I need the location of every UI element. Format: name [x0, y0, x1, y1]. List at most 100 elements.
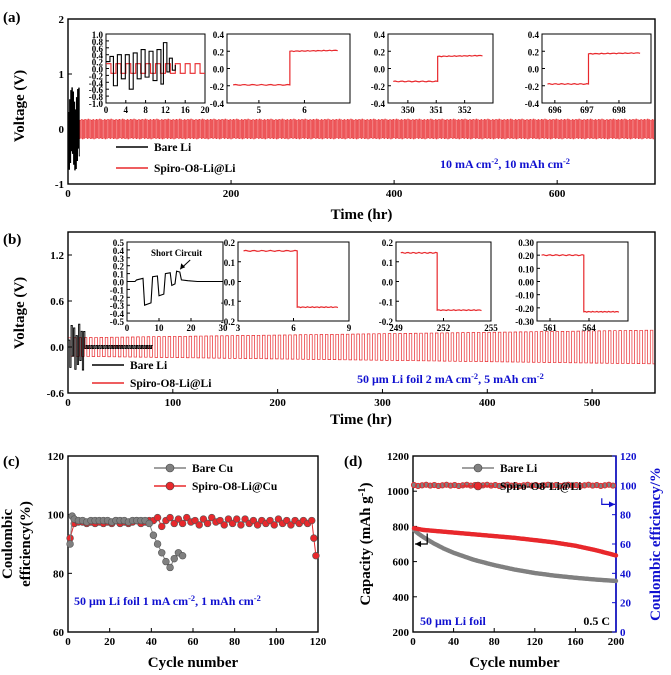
- c-point-gray: [158, 549, 166, 557]
- a-inset-y-tick-label: 0.4: [92, 51, 104, 61]
- a-inset-bg: [388, 34, 493, 103]
- c-point-red: [233, 515, 241, 523]
- b-inset-y-tick-label: 0.1: [113, 270, 125, 280]
- d-ce-point-red: [508, 482, 515, 489]
- d-ce-point-red: [419, 482, 426, 489]
- a-inset-y-tick-label: 0.4: [374, 30, 386, 40]
- c-y-axis-title-2: efficiency(%): [18, 501, 34, 587]
- c-point-red: [195, 521, 203, 529]
- d-ce-point-red: [528, 482, 535, 489]
- b-inset-y-tick-label: 0.30: [518, 238, 534, 248]
- b-y-tick-label: 0.6: [50, 296, 64, 308]
- a-inset-x-tick-label: 696: [548, 105, 562, 115]
- b-conditions: 50 μm Li foil 2 mA cm-2, 5 mAh cm-2: [357, 372, 544, 387]
- d-rate: 0.5 C: [583, 614, 610, 628]
- b-inset-y-tick-label: -0.30: [515, 317, 534, 327]
- b-inset-x-tick-label: 255: [484, 323, 498, 333]
- a-inset-y-tick-label: 0.8: [92, 37, 104, 47]
- d-ce-point-red: [581, 482, 588, 489]
- a-inset-bg: [227, 34, 350, 103]
- short-circuit-arrowhead: [180, 263, 186, 270]
- d-ce-point-red: [447, 482, 454, 489]
- a-x-tick-label: 200: [223, 188, 240, 200]
- d-ce-point-red: [435, 482, 442, 489]
- d-ce-point-red: [451, 481, 458, 489]
- d-ce-point-red: [504, 481, 511, 488]
- b-x-axis-title: Time (hr): [330, 412, 392, 428]
- b-inset-3: 249 252 255 -0.2 -0.1 0.0 0.1 0.2: [379, 238, 499, 333]
- a-inset-x-tick-label: 6: [302, 105, 307, 115]
- panel-label-a: (a): [3, 10, 21, 26]
- b-inset-y-tick-label: 0.20: [518, 251, 534, 261]
- d-ce-point-red: [561, 482, 568, 489]
- d-right-tick-label: 40: [620, 568, 632, 580]
- a-inset-y-tick-label: 0.6: [92, 44, 104, 54]
- panel-d: (d) 0 40 80 120 160 200 200 400 600 800 1000 1200 0 20…: [344, 451, 664, 671]
- a-inset-y-tick-label: -0.4: [89, 78, 104, 88]
- d-legend-spiro-marker: [473, 481, 483, 491]
- d-left-arrowhead: [415, 541, 422, 547]
- d-conditions: 50 μm Li foil: [420, 614, 486, 628]
- b-inset-y-tick-label: -0.4: [110, 309, 125, 319]
- c-x-axis-title: Cycle number: [148, 655, 239, 671]
- c-y-tick-label: 60: [53, 627, 65, 639]
- d-ce-point-red: [512, 481, 519, 489]
- a-inset-bg: [542, 34, 651, 103]
- a-y-tick-label: 0: [59, 124, 65, 136]
- d-ce-point-red: [532, 481, 539, 489]
- d-ce-point-red: [520, 482, 527, 489]
- c-legend-spiro-label: Spiro-O8-Li@Cu: [192, 481, 278, 493]
- c-legend-bare-cu-marker: [165, 463, 175, 473]
- d-right-tick-label: 20: [620, 598, 632, 610]
- a-inset-y-tick-label: -0.2: [210, 82, 225, 92]
- b-inset-x-tick-label: 9: [347, 323, 352, 333]
- a-inset-y-tick-label: 0.2: [213, 47, 225, 57]
- d-ce-point-red: [605, 481, 612, 488]
- b-x-tick-label: 200: [269, 397, 286, 409]
- a-inset-y-tick-label: -0.2: [89, 71, 104, 81]
- a-inset-x-tick-label: 12: [161, 105, 171, 115]
- a-inset-y-tick-label: 0.2: [528, 47, 540, 57]
- a-inset-x-tick-label: 8: [143, 105, 148, 115]
- panel-label-d: (d): [344, 454, 362, 470]
- c-point-gray: [149, 531, 158, 539]
- b-series-spiro-o8-li-li: [68, 329, 655, 365]
- b-inset-y-tick-label: -0.10: [515, 291, 534, 301]
- c-point-red: [158, 522, 166, 531]
- d-ce-point-red: [492, 481, 499, 489]
- b-inset-y-tick-label: -0.2: [221, 317, 236, 327]
- d-ce-point-red: [415, 482, 422, 489]
- a-inset-red-trace: [106, 63, 205, 74]
- b-inset-2: 3 6 9 -0.2 -0.1 0.0 0.1 0.2: [221, 238, 352, 333]
- a-inset-x-tick-label: 5: [257, 105, 262, 115]
- d-ce-point-red: [585, 481, 592, 488]
- b-inset-x-tick-label: 6: [291, 323, 296, 333]
- c-x-tick-label: 120: [310, 636, 327, 648]
- a-inset-x-tick-label: 350: [401, 105, 415, 115]
- b-inset-y-tick-label: 0.1: [382, 258, 394, 268]
- c-x-tick-label: 100: [268, 636, 285, 648]
- d-ce-point-red: [597, 482, 604, 489]
- d-y-tick-label: 600: [393, 557, 410, 569]
- a-inset-x-tick-label: 698: [612, 105, 626, 115]
- d-x-axis-title: Cycle number: [469, 655, 560, 671]
- b-y-tick-label: 0.0: [50, 342, 64, 354]
- b-y-tick-label: 1.2: [50, 250, 64, 262]
- d-ce-point-red: [439, 482, 446, 489]
- b-inset-y-tick-label: 0.1: [224, 258, 236, 268]
- b-inset-x-tick-label: 3: [236, 323, 241, 333]
- c-y-tick-label: 100: [48, 510, 65, 522]
- d-ce-point-red: [484, 481, 491, 488]
- c-x-tick-label: 40: [146, 636, 158, 648]
- c-legend-bare-cu-label: Bare Cu: [192, 463, 234, 475]
- c-point-gray: [153, 540, 162, 548]
- c-x-tick-label: 80: [229, 636, 241, 648]
- d-y-tick-label: 400: [393, 592, 410, 604]
- c-point-red: [220, 521, 228, 529]
- a-y-tick-label: -1: [55, 179, 64, 191]
- a-y-tick-label: 2: [59, 14, 65, 26]
- panel-b: (b)0 100 200 300 400 500-0.60.00.61.2Voltage …: [3, 231, 656, 428]
- d-right-tick-label: 120: [620, 451, 637, 463]
- a-inset-y-tick-label: 1.0: [92, 30, 104, 40]
